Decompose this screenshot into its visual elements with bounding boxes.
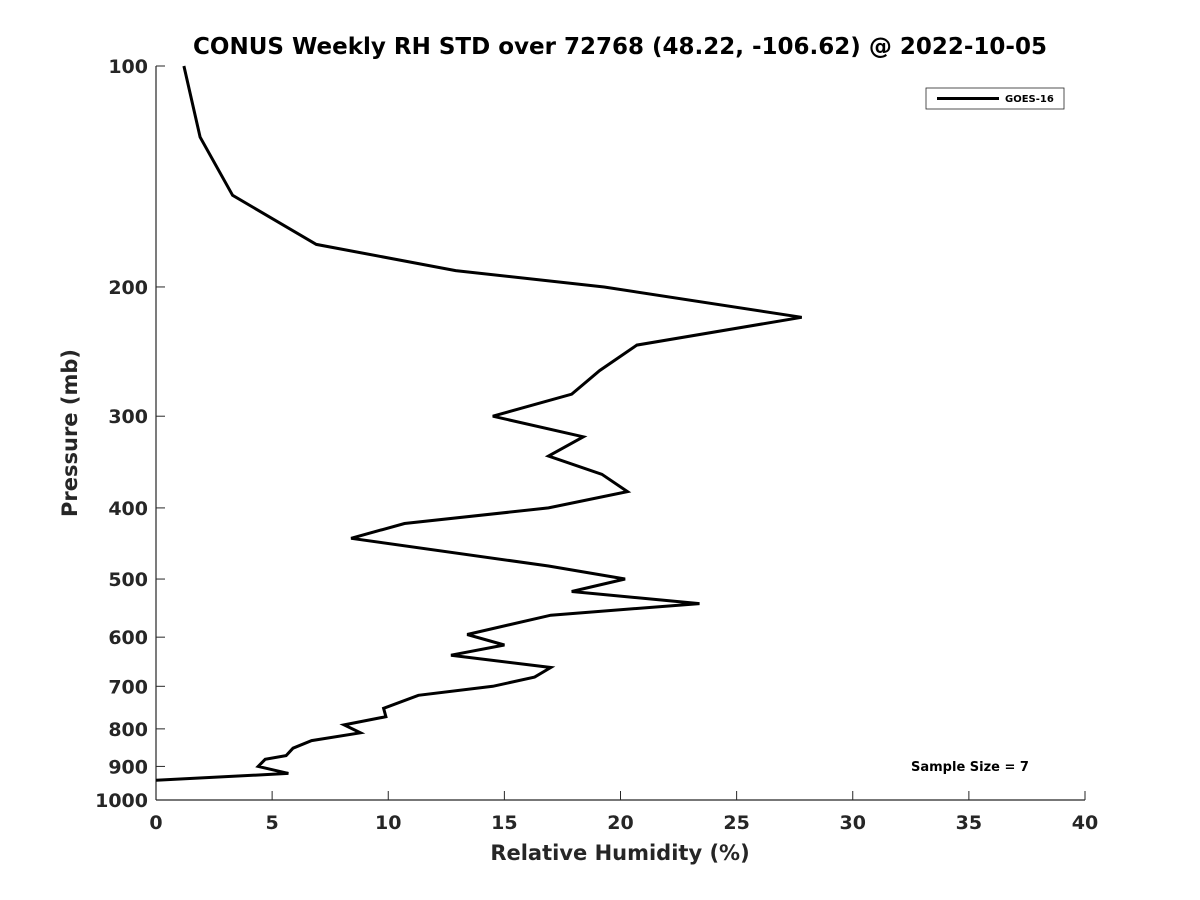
y-ticks: 100 200 300 400 500 600 700 800 900 1000 <box>95 56 165 812</box>
x-axis-label: Relative Humidity (%) <box>490 841 749 865</box>
y-tick-label: 600 <box>108 627 148 649</box>
y-tick-label: 400 <box>108 498 148 520</box>
y-tick-label: 700 <box>108 676 148 698</box>
y-tick-label: 1000 <box>95 790 148 812</box>
y-tick-label: 800 <box>108 719 148 741</box>
y-tick-label: 100 <box>108 56 148 78</box>
chart-title: CONUS Weekly RH STD over 72768 (48.22, -… <box>193 34 1047 60</box>
series-line-goes-16 <box>155 65 802 782</box>
y-tick-label: 900 <box>108 756 148 778</box>
sample-size-annotation: Sample Size = 7 <box>911 760 1029 775</box>
legend-label-goes-16: GOES-16 <box>1005 94 1054 105</box>
x-tick-label: 25 <box>723 812 749 834</box>
y-tick-label: 200 <box>108 277 148 299</box>
x-tick-label: 35 <box>956 812 982 834</box>
x-tick-label: 0 <box>149 812 162 834</box>
x-tick-label: 20 <box>607 812 633 834</box>
x-tick-label: 30 <box>840 812 866 834</box>
x-ticks: 0 5 10 15 20 25 30 35 40 <box>149 791 1098 834</box>
y-tick-label: 300 <box>108 406 148 428</box>
x-tick-label: 15 <box>491 812 517 834</box>
x-tick-label: 10 <box>375 812 401 834</box>
y-tick-label: 500 <box>108 569 148 591</box>
series-layer <box>155 65 802 782</box>
legend[interactable]: GOES-16 <box>925 87 1065 110</box>
x-tick-label: 5 <box>266 812 279 834</box>
x-tick-label: 40 <box>1072 812 1098 834</box>
y-axis-label: Pressure (mb) <box>58 349 82 517</box>
